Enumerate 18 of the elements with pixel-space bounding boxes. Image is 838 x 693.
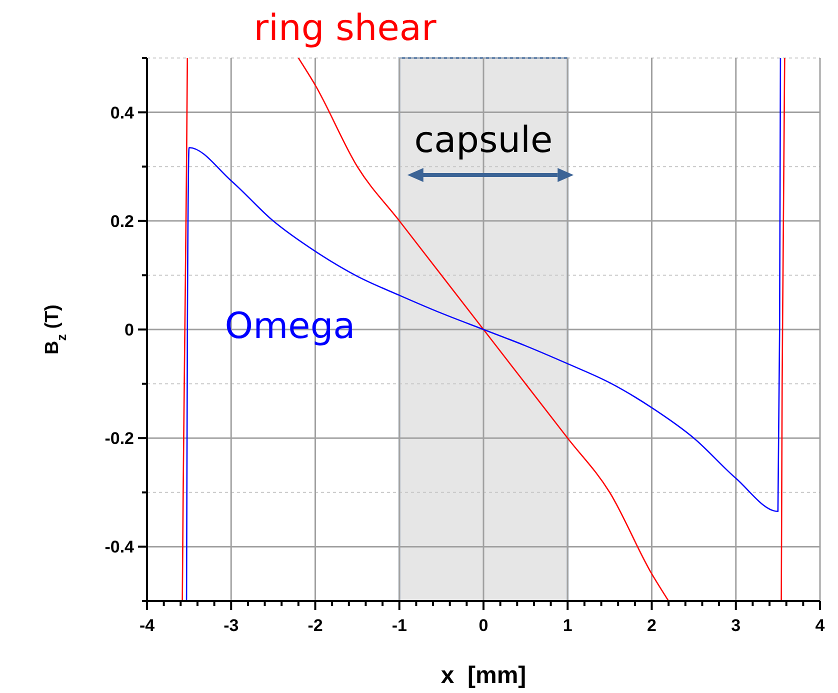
y-tick-label: 0.4 xyxy=(110,103,135,122)
x-tick-label: -1 xyxy=(392,616,407,635)
x-tick-label: 1 xyxy=(562,616,572,635)
x-tick-label: -4 xyxy=(139,616,156,635)
y-tick-label: 0 xyxy=(124,320,134,340)
series-label: ring shear xyxy=(254,8,436,49)
x-tick-label: -2 xyxy=(308,616,323,635)
x-tick-label: 4 xyxy=(815,616,826,635)
x-axis-title: x [mm] xyxy=(440,662,526,689)
x-tick-label: 0 xyxy=(478,616,488,635)
y-tick-label: -0.2 xyxy=(104,429,134,448)
x-tick-label: 2 xyxy=(647,616,656,635)
x-tick-label: -3 xyxy=(224,616,239,635)
band-label: capsule xyxy=(414,120,553,161)
y-tick-label: 0.2 xyxy=(110,212,134,231)
x-tick-label: 3 xyxy=(731,616,741,635)
series-label: Omega xyxy=(224,306,356,347)
y-tick-label: -0.4 xyxy=(104,538,135,557)
